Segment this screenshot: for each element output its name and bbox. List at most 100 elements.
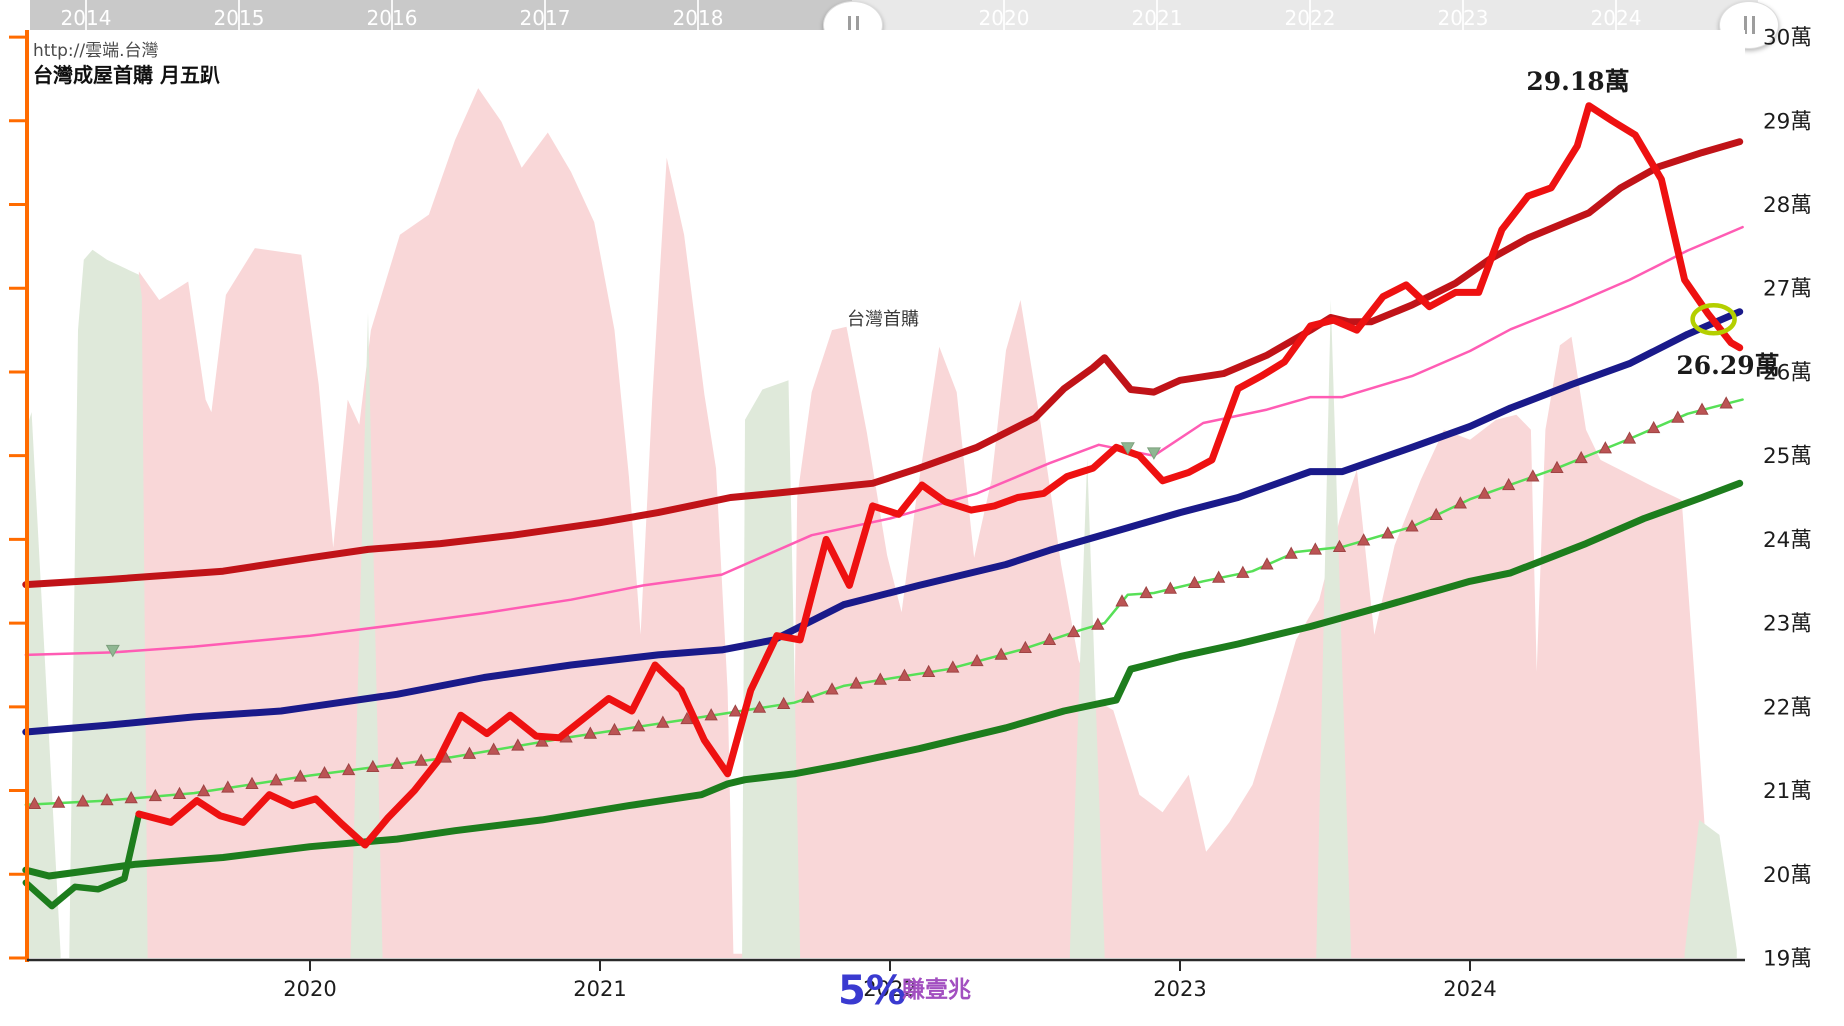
triangle-up-icon xyxy=(317,766,332,779)
triangle-up-icon xyxy=(221,780,235,793)
triangle-up-icon xyxy=(1139,585,1153,599)
triangle-up-icon xyxy=(124,790,138,804)
triangle-up-icon xyxy=(1647,420,1661,434)
y-axis-label: 22萬 xyxy=(1763,695,1812,720)
triangle-up-icon xyxy=(1163,581,1177,594)
page-url: http://雲端.台灣 xyxy=(33,41,159,61)
slider-year-tick xyxy=(1462,0,1464,37)
y-axis-label: 20萬 xyxy=(1763,863,1812,888)
triangle-up-icon xyxy=(27,796,42,810)
triangle-up-icon xyxy=(825,682,839,695)
triangle-up-icon xyxy=(1067,624,1081,638)
triangle-up-icon xyxy=(680,711,694,725)
triangle-up-icon xyxy=(1405,519,1419,532)
time-range-slider[interactable]: 2014 2015 2016 2017 2018 2020 2021 2022 2023 2024 xyxy=(0,0,1844,50)
background-zone-green xyxy=(350,312,383,958)
triangle-up-icon xyxy=(801,690,815,703)
background-zone-green xyxy=(69,249,148,958)
triangle-up-icon xyxy=(1308,542,1322,555)
triangle-up-icon xyxy=(390,756,404,769)
slider-year-label: 2015 xyxy=(213,6,265,30)
page-title: 台灣成屋首購 月五趴 xyxy=(33,63,220,87)
triangle-up-icon xyxy=(1622,431,1637,444)
y-axis-label: 27萬 xyxy=(1763,277,1812,302)
slider-year-tick xyxy=(238,0,240,37)
triangle-up-icon xyxy=(897,668,912,681)
y-axis-label: 23萬 xyxy=(1763,612,1812,637)
slider-year-label: 2020 xyxy=(978,6,1030,30)
triangle-up-icon xyxy=(1695,402,1709,415)
ma-light-green xyxy=(24,398,1744,807)
triangle-up-icon xyxy=(583,726,597,739)
y-axis-label: 26萬 xyxy=(1763,360,1812,385)
slider-year-label: 2023 xyxy=(1437,6,1489,30)
triangle-up-icon xyxy=(1236,565,1250,578)
triangle-up-icon xyxy=(1357,533,1371,546)
triangle-up-icon xyxy=(994,647,1008,660)
slider-year-label: 2018 xyxy=(672,6,724,30)
triangle-up-icon xyxy=(342,762,356,776)
triangle-down-icon xyxy=(1146,447,1161,460)
triangle-up-icon xyxy=(607,722,622,736)
triangle-up-icon xyxy=(366,759,380,773)
triangle-up-icon xyxy=(656,715,670,728)
triangle-up-icon xyxy=(704,708,718,721)
y-axis-label: 24萬 xyxy=(1763,528,1812,553)
triangle-up-icon xyxy=(1042,632,1057,646)
x-axis-label: 2020 xyxy=(283,977,336,1001)
background-zone-green xyxy=(742,380,801,958)
triangle-up-icon xyxy=(1091,617,1105,630)
slider-year-label: 2024 xyxy=(1590,6,1642,30)
triangle-up-icon xyxy=(414,753,428,766)
slider-year-label: 2021 xyxy=(1131,6,1183,30)
slider-year-tick xyxy=(1615,0,1617,37)
triangle-up-icon xyxy=(76,794,90,807)
triangle-up-icon xyxy=(1429,507,1443,521)
ma-pink xyxy=(24,225,1744,657)
slider-year-tick xyxy=(1156,0,1158,37)
triangle-up-icon xyxy=(1671,410,1685,423)
x-axis-label: 2023 xyxy=(1153,977,1206,1001)
triangle-up-icon xyxy=(1453,496,1467,509)
triangle-up-icon xyxy=(1284,546,1298,559)
slider-year-label: 2014 xyxy=(60,6,112,30)
triangle-up-icon xyxy=(1187,575,1202,589)
peak-value-label: 29.18萬 xyxy=(1526,67,1629,96)
triangle-up-icon xyxy=(1477,486,1492,499)
slider-year-tick xyxy=(391,0,393,37)
triangle-up-icon xyxy=(849,676,863,689)
triangle-up-icon xyxy=(946,660,960,673)
slider-year-tick xyxy=(85,0,87,37)
slider-year-tick xyxy=(1309,0,1311,37)
ma-dark-green xyxy=(22,479,1744,880)
ma-navy xyxy=(22,308,1744,736)
triangle-up-icon xyxy=(1018,640,1032,654)
background-zone-green xyxy=(1316,300,1352,958)
triangle-up-icon xyxy=(52,795,66,808)
triangle-up-icon xyxy=(1550,460,1564,473)
triangle-up-icon xyxy=(922,664,936,677)
background-zone-green xyxy=(1684,819,1737,958)
triangle-up-icon xyxy=(1260,557,1274,570)
triangle-up-icon xyxy=(535,734,549,747)
taiwan-first-home-start xyxy=(22,810,143,910)
grip-icon xyxy=(847,16,859,34)
taiwan-first-home xyxy=(135,102,1744,849)
end-value-label: 26.29萬 xyxy=(1676,351,1779,380)
triangle-up-icon xyxy=(970,653,984,667)
triangle-up-icon xyxy=(1212,570,1226,583)
x-axis-label: 2024 xyxy=(1443,977,1496,1001)
series-label: 台灣首購 xyxy=(847,309,919,330)
crossover-highlight xyxy=(1690,302,1737,336)
y-axis-label: 25萬 xyxy=(1763,444,1812,469)
triangle-up-icon xyxy=(1115,594,1129,607)
y-axis-label: 28萬 xyxy=(1763,193,1812,218)
triangle-up-icon xyxy=(172,786,187,800)
triangle-up-icon xyxy=(148,788,162,802)
triangle-up-icon xyxy=(100,793,114,806)
triangle-up-icon xyxy=(293,769,307,782)
triangle-up-icon xyxy=(1719,396,1733,409)
grip-icon xyxy=(1743,16,1755,34)
